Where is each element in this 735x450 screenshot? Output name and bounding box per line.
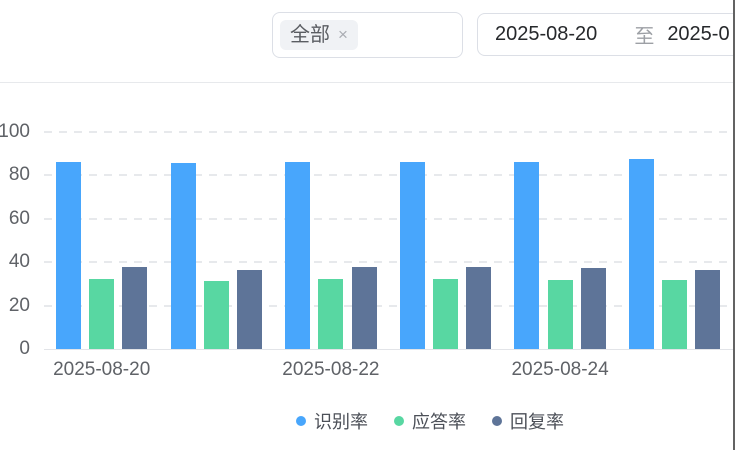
legend-label: 回复率 xyxy=(510,412,564,432)
filter-bar: 全部 × 2025-08-20 至 2025-0 xyxy=(0,0,735,82)
y-axis-tick-label: 100 xyxy=(0,121,30,142)
y-axis-tick-label: 80 xyxy=(8,164,30,186)
legend-item[interactable]: 识别率 xyxy=(296,408,368,434)
x-axis-tick-label: 2025-08-24 xyxy=(511,359,609,380)
legend-dot xyxy=(492,416,502,426)
bar-chart: 0 20 40 60 80 100 2025-08-20 2025-08-22 2025-08… xyxy=(0,82,735,450)
gridline xyxy=(44,131,735,133)
y-axis-tick-label: 40 xyxy=(8,251,30,273)
x-axis-baseline xyxy=(44,349,735,350)
gridline xyxy=(44,217,735,220)
tag-remove-icon[interactable]: × xyxy=(338,25,348,44)
bar-应答率 xyxy=(318,278,344,349)
bar-识别率 xyxy=(56,162,81,349)
header-divider xyxy=(0,82,735,83)
bar-识别率 xyxy=(514,161,540,349)
bar-应答率 xyxy=(433,278,458,349)
x-axis-tick-label: 2025-08-20 xyxy=(53,359,151,380)
date-range-separator: 至 xyxy=(634,26,655,48)
bar-识别率 xyxy=(629,159,654,349)
selected-tag[interactable]: 全部 × xyxy=(280,20,358,50)
bar-应答率 xyxy=(662,279,688,349)
gridline xyxy=(44,304,735,307)
scope-select[interactable]: 全部 × xyxy=(272,12,463,58)
date-range-picker[interactable]: 2025-08-20 至 2025-0 xyxy=(477,13,735,56)
bar-回复率 xyxy=(580,267,606,349)
gridline xyxy=(44,261,735,264)
end-date-value[interactable]: 2025-0 xyxy=(667,23,730,45)
bar-识别率 xyxy=(285,161,311,349)
legend-label: 识别率 xyxy=(314,412,368,432)
bar-回复率 xyxy=(122,267,148,349)
gridline xyxy=(44,174,735,177)
bar-识别率 xyxy=(399,162,425,349)
window-right-edge xyxy=(733,0,735,450)
bar-回复率 xyxy=(237,270,262,349)
bar-回复率 xyxy=(351,267,377,349)
x-axis-tick-label: 2025-08-22 xyxy=(282,359,380,380)
bar-应答率 xyxy=(547,279,573,349)
legend-dot xyxy=(394,416,404,426)
bar-识别率 xyxy=(170,163,196,349)
bar-回复率 xyxy=(695,270,721,349)
legend-item[interactable]: 应答率 xyxy=(394,408,466,434)
y-axis-tick-label: 60 xyxy=(8,207,30,229)
selected-tag-label: 全部 xyxy=(290,24,330,46)
legend-label: 应答率 xyxy=(412,412,466,432)
y-axis-tick-label: 20 xyxy=(8,294,30,316)
bar-回复率 xyxy=(466,266,492,349)
chart-legend: 识别率 应答率 回复率 xyxy=(0,408,735,434)
bar-应答率 xyxy=(89,279,115,349)
legend-dot xyxy=(296,416,306,426)
y-axis-tick-label: 0 xyxy=(19,338,30,359)
bar-应答率 xyxy=(203,281,229,349)
start-date-value[interactable]: 2025-08-20 xyxy=(495,23,598,45)
legend-item[interactable]: 回复率 xyxy=(492,408,564,434)
